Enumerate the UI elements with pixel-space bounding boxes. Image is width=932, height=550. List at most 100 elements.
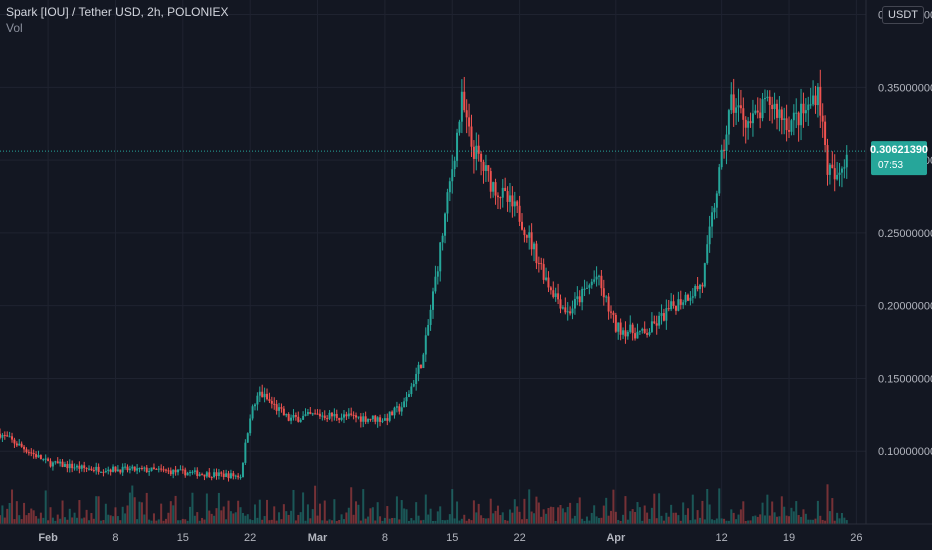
candle-body — [167, 470, 170, 472]
candle-body — [677, 299, 680, 311]
candle-body — [629, 324, 632, 332]
volume-bar — [0, 515, 1, 524]
candle-body — [246, 433, 249, 443]
candle-body — [80, 465, 83, 469]
candle-body — [174, 469, 177, 473]
volume-bar — [80, 518, 83, 524]
symbol-title[interactable]: Spark [IOU] / Tether USD, 2h, POLONIEX — [6, 5, 229, 19]
volume-bar — [181, 518, 184, 524]
time-tick-label: 12 — [716, 532, 728, 544]
volume-bar — [561, 508, 564, 524]
volume-bar — [530, 511, 533, 524]
last-price-badge-box — [871, 141, 927, 176]
volume-indicator-label[interactable]: Vol — [6, 21, 23, 35]
candle-body — [278, 407, 281, 411]
candle-body — [590, 281, 593, 286]
candle-body — [564, 307, 567, 313]
candle-body — [792, 112, 795, 121]
volume-bar — [249, 519, 252, 524]
candle-body — [600, 275, 603, 289]
volume-bar — [706, 488, 709, 524]
time-tick-label: Mar — [308, 532, 328, 544]
candle-body — [198, 474, 201, 476]
candle-body — [95, 466, 98, 471]
candle-body — [333, 413, 336, 417]
time-tick-label: Apr — [606, 532, 626, 544]
volume-bar — [309, 518, 312, 524]
volume-bar — [768, 515, 771, 524]
candle-body — [691, 296, 694, 298]
volume-bar — [723, 518, 726, 524]
volume-bar — [196, 512, 199, 524]
candle-body — [773, 103, 776, 110]
volume-bar — [535, 496, 538, 524]
volume-bar — [439, 506, 442, 524]
volume-bar — [619, 520, 622, 524]
candle-body — [249, 418, 252, 434]
candle-body — [800, 103, 803, 126]
volume-bar — [23, 502, 26, 524]
volume-bar — [701, 500, 704, 524]
volume-bar — [826, 484, 829, 524]
candle-body — [662, 313, 665, 321]
candle-body — [39, 455, 42, 460]
candle-body — [759, 112, 762, 119]
candle-body — [807, 104, 810, 111]
volume-bar — [294, 520, 297, 524]
volume-bar — [458, 520, 461, 524]
candle-body — [521, 221, 524, 230]
candle-body — [725, 134, 728, 151]
volume-bar — [253, 504, 256, 524]
volume-bar — [655, 518, 658, 524]
candle-body — [626, 331, 629, 337]
time-tick-label: 15 — [446, 532, 458, 544]
volume-bar — [588, 520, 591, 524]
candle-body — [631, 324, 634, 334]
candle-body — [126, 466, 129, 471]
candle-body — [6, 435, 9, 437]
volume-bar — [557, 507, 560, 524]
time-axis-area[interactable] — [0, 524, 932, 550]
candle-body — [140, 467, 143, 469]
candle-body — [177, 469, 180, 473]
currency-button[interactable]: USDT — [882, 6, 924, 24]
volume-bar — [434, 520, 437, 524]
volume-bar — [107, 514, 110, 524]
volume-bar — [432, 520, 434, 524]
volume-bars — [0, 484, 848, 524]
volume-bar — [369, 508, 372, 524]
candle-body — [831, 164, 834, 169]
volume-bar — [49, 507, 52, 524]
volume-bar — [109, 515, 112, 524]
volume-bar — [564, 512, 567, 524]
volume-bar — [650, 507, 653, 524]
candle-body — [403, 401, 406, 408]
time-tick-label: 22 — [513, 532, 525, 544]
volume-bar — [217, 492, 220, 524]
volume-bar — [417, 515, 420, 524]
candle-body — [398, 406, 401, 412]
candle-body — [18, 443, 21, 446]
candle-body — [569, 311, 572, 314]
candle-body — [439, 242, 442, 272]
volume-bar — [730, 509, 733, 524]
volume-bar — [641, 520, 644, 524]
volume-bar — [246, 514, 249, 524]
volume-bar — [251, 520, 254, 524]
candle-body — [706, 244, 709, 264]
candle-body — [826, 145, 829, 175]
candle-body — [487, 165, 490, 172]
volume-bar — [138, 501, 141, 524]
volume-bar — [297, 514, 300, 524]
volume-bar — [646, 512, 649, 524]
volume-bar — [444, 520, 447, 524]
candle-body — [152, 467, 155, 469]
price-axis-area[interactable] — [866, 0, 932, 550]
volume-bar — [828, 511, 831, 524]
candle-body — [367, 418, 370, 422]
volume-bar — [838, 518, 841, 524]
countdown-timer: 07:53 — [878, 160, 903, 171]
candle-body — [619, 322, 622, 335]
volume-bar — [35, 516, 38, 524]
